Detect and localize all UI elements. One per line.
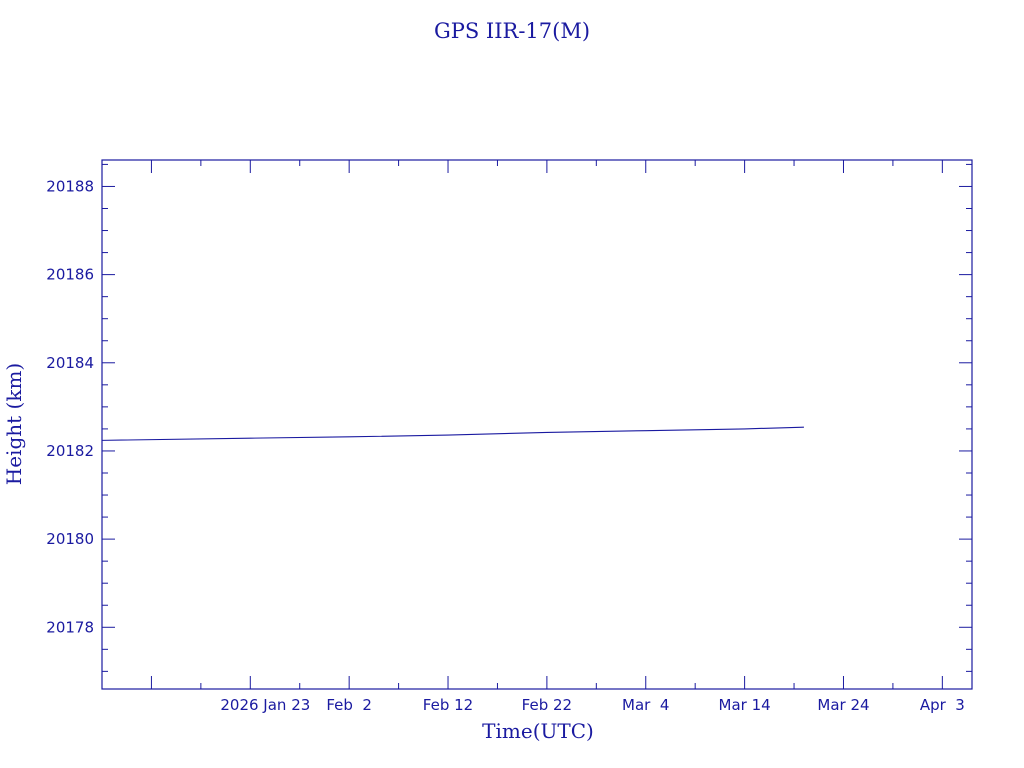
y-tick-label: 20186: [46, 266, 94, 284]
y-tick-label: 20184: [46, 354, 94, 372]
plot-frame: [101, 159, 973, 690]
x-tick-label: Feb 2: [326, 696, 372, 714]
x-tick-label: 2026 Jan 23: [220, 696, 310, 714]
y-tick-label: 20182: [46, 442, 94, 460]
x-axis: 2026 Jan 23 Feb 2 Feb 12 Feb 22 Mar 4 Mar 14 M…: [101, 160, 965, 714]
y-axis: 20178 20180 20182 20184 20186 20188: [46, 163, 972, 672]
x-tick-label: Apr 3: [920, 696, 965, 714]
y-tick-label: 20178: [46, 618, 94, 636]
x-tick-label: Feb 12: [423, 696, 473, 714]
y-tick-label: 20180: [46, 530, 94, 548]
series-layer: [101, 426, 804, 441]
x-axis-label: Time(UTC): [482, 719, 594, 743]
y-tick-label: 20188: [46, 177, 94, 195]
x-tick-label: Feb 22: [522, 696, 572, 714]
x-tick-label: Mar 4: [622, 696, 669, 714]
height-series-line: [101, 426, 804, 441]
x-tick-label: Mar 14: [719, 696, 771, 714]
chart-title: GPS IIR-17(M): [434, 19, 590, 43]
y-axis-label: Height (km): [2, 363, 26, 485]
x-tick-label: Mar 24: [817, 696, 869, 714]
